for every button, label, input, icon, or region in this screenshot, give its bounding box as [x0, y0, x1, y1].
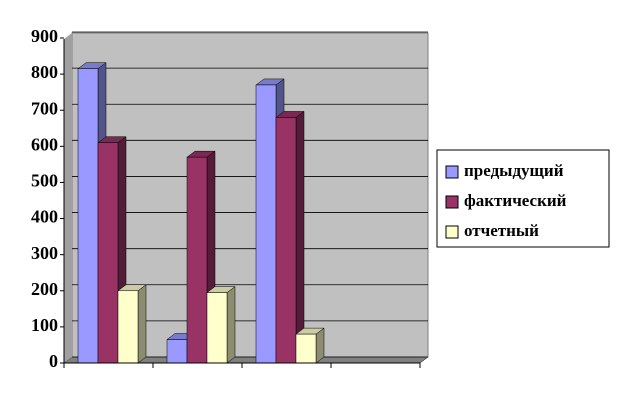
y-tick-label: 900	[31, 26, 58, 46]
y-tick-label: 800	[31, 62, 58, 82]
legend-swatch	[445, 195, 459, 209]
y-tick-label: 100	[31, 315, 58, 335]
y-tick-label: 300	[31, 243, 58, 263]
bar	[186, 156, 208, 364]
legend-label: фактический	[464, 191, 567, 210]
legend-swatch	[445, 225, 459, 239]
plot	[72, 31, 428, 364]
bar-side	[137, 284, 147, 364]
bar	[206, 292, 228, 364]
legend	[436, 149, 610, 248]
bar-side	[226, 286, 236, 364]
y-tick-label: 400	[31, 207, 58, 227]
y-tick-label: 200	[31, 279, 58, 299]
bar	[77, 68, 99, 364]
bar	[275, 117, 297, 364]
bar-side	[295, 110, 305, 364]
legend-items: предыдущий фактический отчетный	[445, 161, 567, 240]
bar	[166, 339, 188, 364]
y-tick-label: 600	[31, 134, 58, 154]
legend-label: отчетный	[464, 221, 539, 240]
y-tick-label: 700	[31, 98, 58, 118]
legend-swatch	[445, 165, 459, 179]
legend-label: предыдущий	[464, 161, 564, 180]
bar	[117, 290, 139, 364]
bar	[97, 142, 119, 364]
y-tick-label: 0	[49, 351, 58, 371]
bar	[255, 84, 277, 364]
y-tick-label: 500	[31, 171, 58, 191]
bar	[295, 333, 317, 364]
side-wall	[64, 33, 72, 363]
